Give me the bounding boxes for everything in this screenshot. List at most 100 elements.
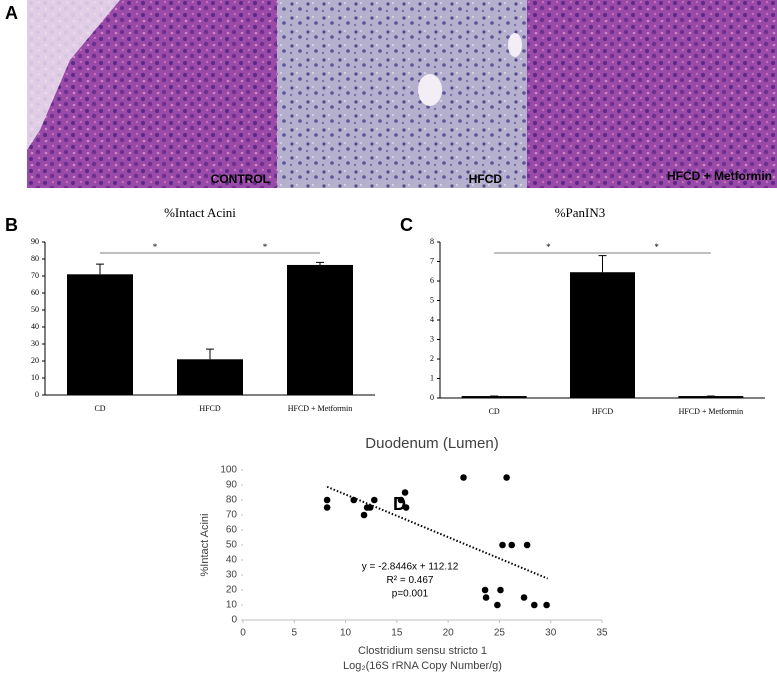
point xyxy=(543,601,550,609)
point xyxy=(370,496,378,504)
point xyxy=(402,504,410,511)
image-label: HFCD xyxy=(469,172,503,186)
chart-title: %PanIN3 xyxy=(555,205,606,220)
point xyxy=(366,504,374,511)
point xyxy=(401,489,409,496)
y-tick-label: 80 xyxy=(226,495,238,506)
y-tick-label: 20 xyxy=(226,585,238,596)
significance-label: * xyxy=(153,242,158,252)
x-tick-label: HFCD + Metformin xyxy=(679,407,744,416)
point xyxy=(350,496,358,504)
y-tick-label: 5 xyxy=(430,295,434,304)
point xyxy=(531,601,538,609)
x-tick-label: 30 xyxy=(545,628,557,639)
image-detail xyxy=(508,33,522,57)
significance-label: * xyxy=(654,242,659,252)
y-tick-label: 8 xyxy=(430,237,434,246)
x-tick-label: 20 xyxy=(443,628,455,639)
y-tick-label: 20 xyxy=(31,356,39,365)
point xyxy=(323,504,331,511)
y-tick-label: 4 xyxy=(430,315,434,324)
y-tick-label: 80 xyxy=(31,254,39,263)
panel-label: B xyxy=(5,215,18,235)
y-tick-label: 10 xyxy=(226,600,238,611)
point xyxy=(497,586,504,594)
significance-label: * xyxy=(546,242,551,252)
y-tick-label: 7 xyxy=(430,256,434,265)
y-tick-label: 0 xyxy=(35,390,39,399)
trendline-label: y = -2.8446x + 112.12 xyxy=(362,562,459,573)
y-tick-label: 0 xyxy=(231,615,237,626)
x-tick-label: 15 xyxy=(391,628,403,639)
y-tick-label: 30 xyxy=(31,339,39,348)
bar xyxy=(67,274,133,395)
y-tick-label: 50 xyxy=(226,540,238,551)
y-tick-label: 60 xyxy=(31,288,39,297)
point xyxy=(360,511,368,519)
point xyxy=(397,496,405,504)
x-axis-label: Clostridium sensu stricto 1 xyxy=(358,645,487,657)
x-tick-label: 25 xyxy=(494,628,506,639)
y-tick-label: 6 xyxy=(430,276,434,285)
point xyxy=(523,541,531,549)
y-tick-label: 90 xyxy=(226,480,238,491)
x-tick-label: CD xyxy=(489,407,500,416)
image-label: CONTROL xyxy=(211,172,270,186)
x-tick-label: 0 xyxy=(240,628,246,639)
y-tick-label: 60 xyxy=(226,525,238,536)
trendline xyxy=(326,485,549,580)
x-tick-label: CD xyxy=(94,404,105,413)
y-tick-label: 30 xyxy=(226,570,238,581)
y-tick-label: 90 xyxy=(31,237,39,246)
point xyxy=(460,474,467,481)
image-label: HFCD + Metformin xyxy=(667,169,772,183)
significance-label: * xyxy=(263,242,268,252)
panel-label: A xyxy=(5,3,18,23)
x-tick-label: HFCD xyxy=(592,407,614,416)
point xyxy=(499,541,506,549)
panel-label: C xyxy=(400,215,413,235)
trendline-label: p=0.001 xyxy=(392,589,429,600)
y-tick-label: 100 xyxy=(220,465,237,476)
x-tick-label: HFCD xyxy=(199,404,221,413)
chart-title: Duodenum (Lumen) xyxy=(365,435,498,452)
point xyxy=(508,541,516,549)
error-bar xyxy=(96,263,104,275)
x-tick-label: HFCD + Metformin xyxy=(288,404,353,413)
y-tick-label: 2 xyxy=(430,354,434,363)
y-tick-label: 70 xyxy=(31,271,39,280)
y-tick-label: 1 xyxy=(430,373,434,382)
y-tick-label: 10 xyxy=(31,373,39,382)
point xyxy=(323,496,331,504)
y-tick-label: 40 xyxy=(31,322,39,331)
image-detail xyxy=(418,74,442,106)
y-tick-label: 40 xyxy=(226,555,238,566)
y-tick-label: 50 xyxy=(31,305,39,314)
point xyxy=(520,594,528,601)
bar xyxy=(678,396,744,398)
error-bar xyxy=(598,255,607,273)
error-bar xyxy=(206,348,214,360)
point xyxy=(503,474,510,481)
bar xyxy=(461,396,527,398)
bar xyxy=(177,359,243,395)
x-tick-label: 5 xyxy=(292,628,298,639)
y-axis-label: %Intact Acini xyxy=(199,514,211,577)
x-tick-label: 10 xyxy=(340,628,352,639)
point xyxy=(494,601,501,609)
chart-title: %Intact Acini xyxy=(164,205,236,220)
bar xyxy=(287,264,353,395)
point xyxy=(481,586,489,594)
point xyxy=(482,594,490,601)
panel-label: D xyxy=(393,494,406,514)
image-background xyxy=(27,0,120,150)
trendline-label: R² = 0.467 xyxy=(387,575,434,586)
x-axis-label: Log₂(16S rRNA Copy Number/g) xyxy=(343,660,502,672)
x-tick-label: 35 xyxy=(596,628,608,639)
y-tick-label: 70 xyxy=(226,510,238,521)
y-tick-label: 3 xyxy=(430,334,434,343)
bar xyxy=(570,272,635,398)
image-metformin xyxy=(527,0,777,188)
image-hfcd xyxy=(277,0,527,188)
